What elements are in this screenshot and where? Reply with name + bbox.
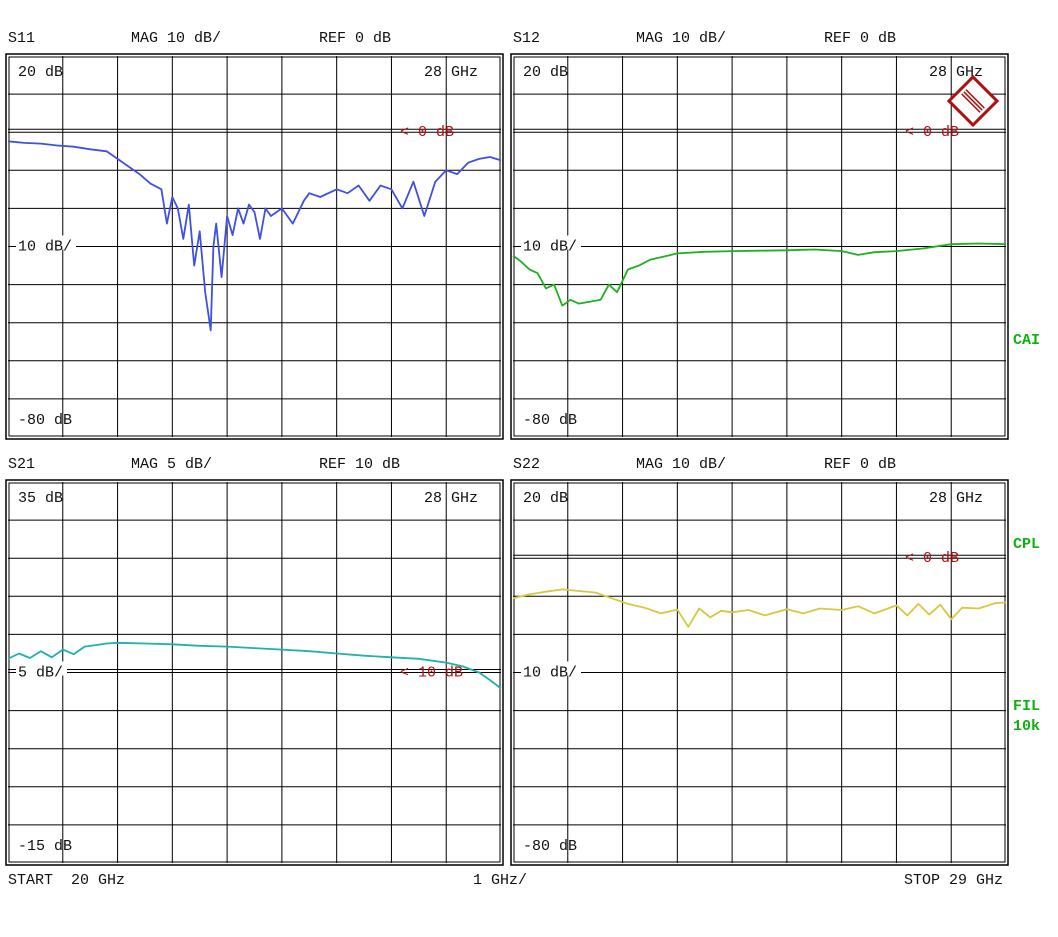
reference-level: REF 0 dB: [824, 456, 896, 473]
marker-frequency: 28 GHz: [929, 490, 983, 507]
marker-frequency: 28 GHz: [929, 64, 983, 81]
panel-s11: S11 MAG 10 dB/REF 0 dB 20 dB 28 GHz 10 dB/ -8…: [5, 30, 504, 440]
parameter-label: S12: [513, 30, 540, 47]
marker-frequency: 28 GHz: [424, 64, 478, 81]
reference-level: REF 0 dB: [824, 30, 896, 47]
top-level-label: 20 dB: [523, 490, 568, 507]
side-label-fil: FIL: [1013, 698, 1040, 715]
side-label-cpl: CPL: [1013, 536, 1040, 553]
top-level-label: 35 dB: [18, 490, 63, 507]
scale-per-division: 10 dB/: [523, 239, 577, 256]
scale-label-bg: [16, 661, 67, 676]
trace-s21: [7, 641, 502, 690]
reference-marker: < 0 dB: [400, 124, 454, 141]
panel-s12: S12 MAG 10 dB/REF 0 dB 20 dB 28 GHz 10 dB/ -8…: [510, 30, 1009, 440]
trace-s11: [7, 140, 502, 332]
graticule-frame: [5, 53, 504, 440]
graticule-frame: [510, 53, 1009, 440]
parameter-label: S21: [8, 456, 35, 473]
parameter-label: S22: [513, 456, 540, 473]
side-label-cai: CAI: [1013, 332, 1040, 349]
span-per-division: 1 GHz/: [473, 872, 527, 889]
top-level-label: 20 dB: [18, 64, 63, 81]
bottom-level-label: -80 dB: [523, 838, 577, 855]
magnitude-scale: MAG 10 dB/: [636, 30, 726, 47]
side-label-fil-bw: 10k: [1013, 718, 1040, 735]
marker-frequency: 28 GHz: [424, 490, 478, 507]
scale-label-bg: [521, 235, 581, 250]
reference-marker: < 0 dB: [905, 550, 959, 567]
top-level-label: 20 dB: [523, 64, 568, 81]
parameter-label: S11: [8, 30, 35, 47]
magnitude-scale: MAG 10 dB/: [131, 30, 221, 47]
scale-per-division: 10 dB/: [18, 239, 72, 256]
reference-marker: < 10 dB: [400, 665, 463, 682]
scale-label-bg: [521, 661, 581, 676]
scale-label-bg: [16, 235, 76, 250]
graticule-frame: [510, 479, 1009, 866]
start-frequency: START 20 GHz: [8, 872, 125, 889]
reference-level: REF 10 dB: [319, 456, 400, 473]
magnitude-scale: MAG 5 dB/: [131, 456, 212, 473]
panel-s21: S21 MAG 5 dB/REF 10 dB 35 dB 28 GHz 5 dB/ -15…: [5, 456, 504, 866]
bottom-level-label: -15 dB: [18, 838, 72, 855]
reference-level: REF 0 dB: [319, 30, 391, 47]
stop-frequency: STOP 29 GHz: [904, 872, 1003, 889]
rohde-schwarz-logo: [946, 74, 1000, 128]
trace-s12: [512, 242, 1007, 307]
graticule-frame: [5, 479, 504, 866]
trace-s22: [512, 588, 1007, 628]
reference-marker: < 0 dB: [905, 124, 959, 141]
bottom-level-label: -80 dB: [18, 412, 72, 429]
magnitude-scale: MAG 10 dB/: [636, 456, 726, 473]
bottom-level-label: -80 dB: [523, 412, 577, 429]
scale-per-division: 5 dB/: [18, 665, 63, 682]
scale-per-division: 10 dB/: [523, 665, 577, 682]
panel-s22: S22 MAG 10 dB/REF 0 dB 20 dB 28 GHz 10 dB/ -8…: [510, 456, 1009, 866]
